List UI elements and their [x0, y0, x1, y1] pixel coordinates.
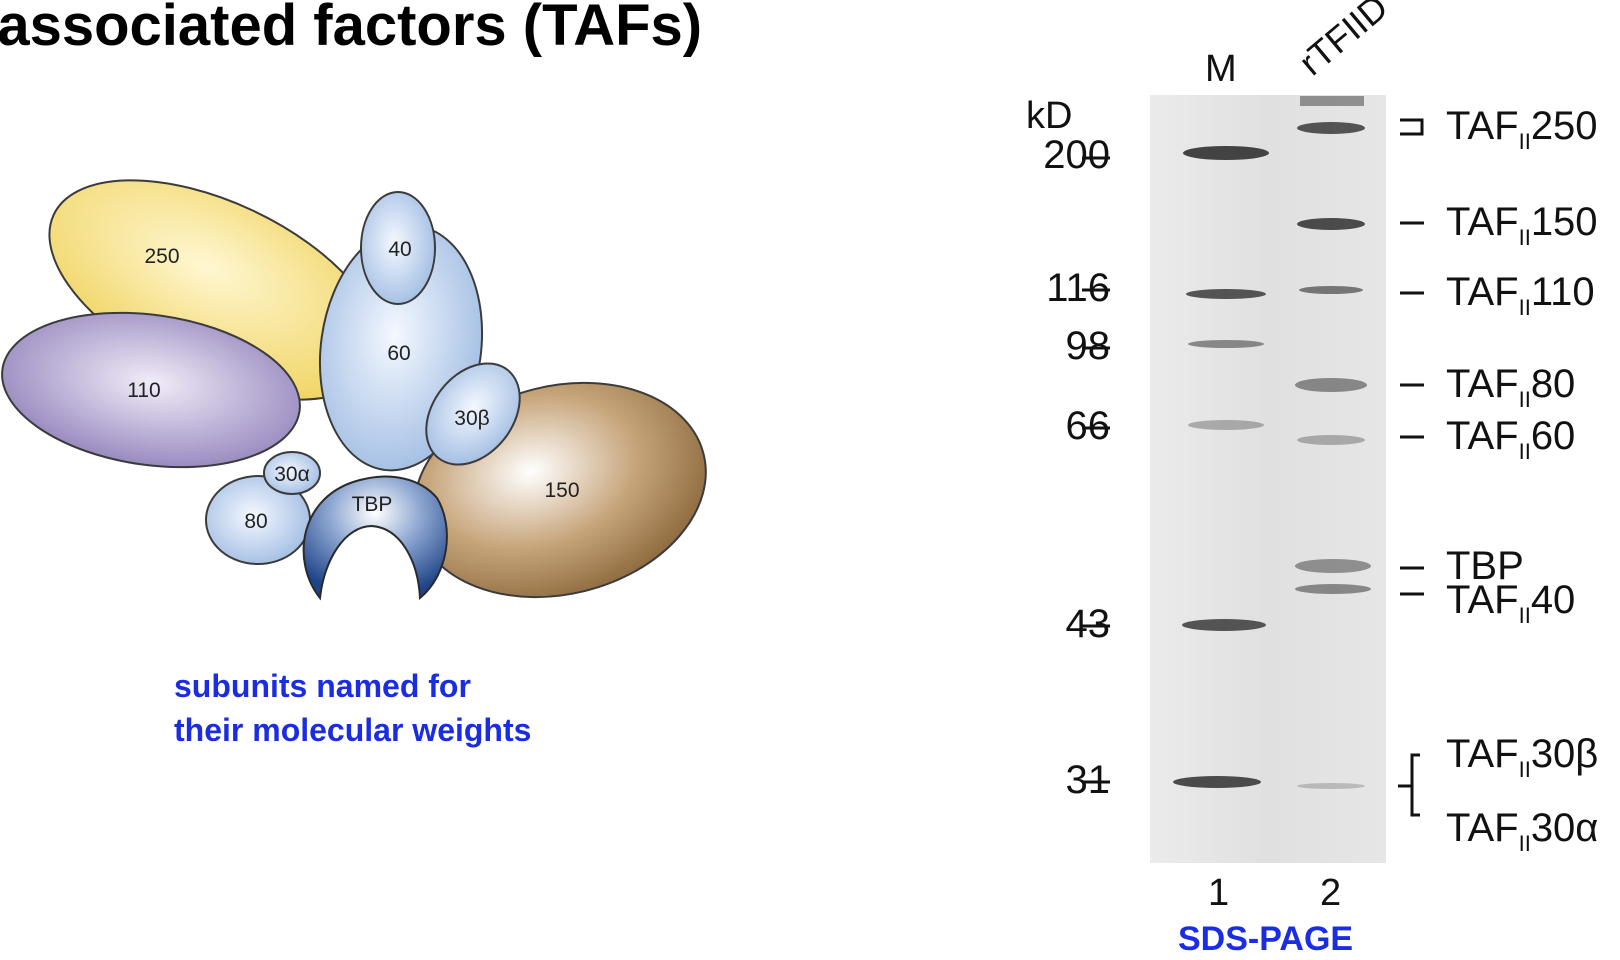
label-40: 40	[388, 238, 411, 261]
label-30a: 30α	[274, 463, 310, 486]
gel-background	[1150, 95, 1386, 863]
band-taf250-top	[1300, 96, 1364, 106]
band-taf150	[1297, 218, 1365, 230]
band-label-taf40: TAFII40	[1446, 578, 1576, 628]
band-ticks	[1398, 118, 1424, 817]
label-80: 80	[244, 510, 267, 533]
lane-header-m: M	[1205, 48, 1237, 90]
marker-66: 66	[1065, 404, 1111, 448]
gel-caption: SDS-PAGE	[1178, 920, 1354, 958]
marker-116: 116	[1046, 266, 1110, 310]
band-tbp	[1295, 559, 1371, 573]
marker-band-31	[1173, 776, 1261, 788]
label-150: 150	[544, 479, 579, 502]
marker-band-116	[1186, 289, 1266, 299]
subunit-30a	[263, 451, 321, 495]
band-taf40	[1295, 584, 1371, 594]
band-taf250	[1297, 122, 1365, 134]
caption-line-1: subunits named for	[174, 668, 471, 704]
band-label-taf30a: TAFII30α	[1446, 806, 1599, 856]
marker-band-200	[1183, 146, 1269, 160]
diagram-caption: subunits named for their molecular weigh…	[174, 664, 531, 752]
band-label-taf80: TAFII80	[1446, 362, 1576, 412]
band-taf60	[1297, 435, 1365, 445]
band-label-taf150: TAFII150	[1446, 200, 1598, 250]
gel-image	[1082, 95, 1424, 863]
label-30b: 30β	[454, 407, 489, 430]
marker-43: 43	[1065, 602, 1111, 646]
label-110: 110	[127, 379, 160, 402]
subunit-tbp	[302, 475, 448, 601]
band-label-taf250: TAFII250	[1446, 104, 1598, 154]
band-label-taf60: TAFII60	[1446, 414, 1576, 464]
lane-1-bands	[1173, 146, 1269, 788]
subunit-30b	[425, 362, 521, 466]
marker-ticks	[1082, 156, 1110, 784]
band-taf110	[1299, 286, 1363, 294]
marker-98: 98	[1065, 324, 1111, 368]
lane-number-2: 2	[1320, 872, 1342, 914]
label-tbp: TBP	[352, 493, 393, 516]
lane-2-bands	[1295, 96, 1371, 789]
subunit-110	[1, 311, 301, 469]
tfiid-complex-diagram: 250 40 60 110 30β 30α TBP 150 80	[1, 179, 707, 601]
marker-band-66	[1188, 420, 1264, 430]
band-taf30	[1297, 783, 1365, 789]
marker-band-43	[1182, 619, 1266, 631]
subunit-40	[360, 191, 436, 305]
lane-number-1: 1	[1208, 872, 1230, 914]
unit-label: kD	[1026, 95, 1073, 137]
marker-31: 31	[1065, 758, 1111, 802]
band-label-taf30b: TAFII30β	[1446, 732, 1599, 782]
caption-line-2: their molecular weights	[174, 712, 532, 748]
marker-200: 200	[1043, 133, 1110, 177]
label-60: 60	[387, 342, 410, 365]
band-taf80	[1295, 378, 1367, 392]
slide-title: -associated factors (TAFs)	[0, 0, 703, 58]
marker-band-98	[1188, 340, 1264, 348]
band-label-taf110: TAFII110	[1446, 270, 1595, 320]
label-250: 250	[144, 245, 179, 268]
band-label-tbp: TBP	[1446, 544, 1524, 588]
